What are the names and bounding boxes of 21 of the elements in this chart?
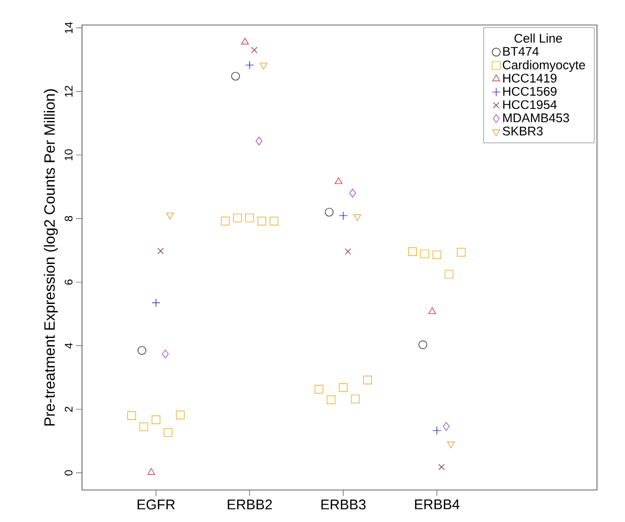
legend-label: HCC1954 [503,100,557,110]
x-tick-label: ERBB3 [321,500,366,510]
y-axis-title: Pre-treatment Expression (log2 Counts Per Million) [44,89,58,426]
y-tick-label: 14 [64,22,72,34]
x-tick-label: ERBB4 [415,500,460,510]
y-tick-label: 2 [64,406,72,412]
y-tick-label: 4 [64,342,72,348]
x-tick-label: EGFR [138,500,175,510]
legend-title: Cell Line [514,34,562,43]
legend-label: Cardiomyocyte [502,60,586,72]
legend-label: SKBR3 [502,126,543,136]
y-tick-label: 12 [64,86,72,97]
legend-label: BT474 [503,47,539,56]
y-tick-label: 10 [64,149,72,160]
y-tick-label: 0 [64,470,72,476]
y-tick-label: 8 [64,216,72,222]
x-tick-label: ERBB2 [228,500,272,510]
y-tick-label: 6 [64,280,72,285]
legend-label: MDAMB453 [503,113,570,122]
legend-label: HCC1569 [503,86,557,96]
legend-label: HCC1419 [503,74,557,83]
